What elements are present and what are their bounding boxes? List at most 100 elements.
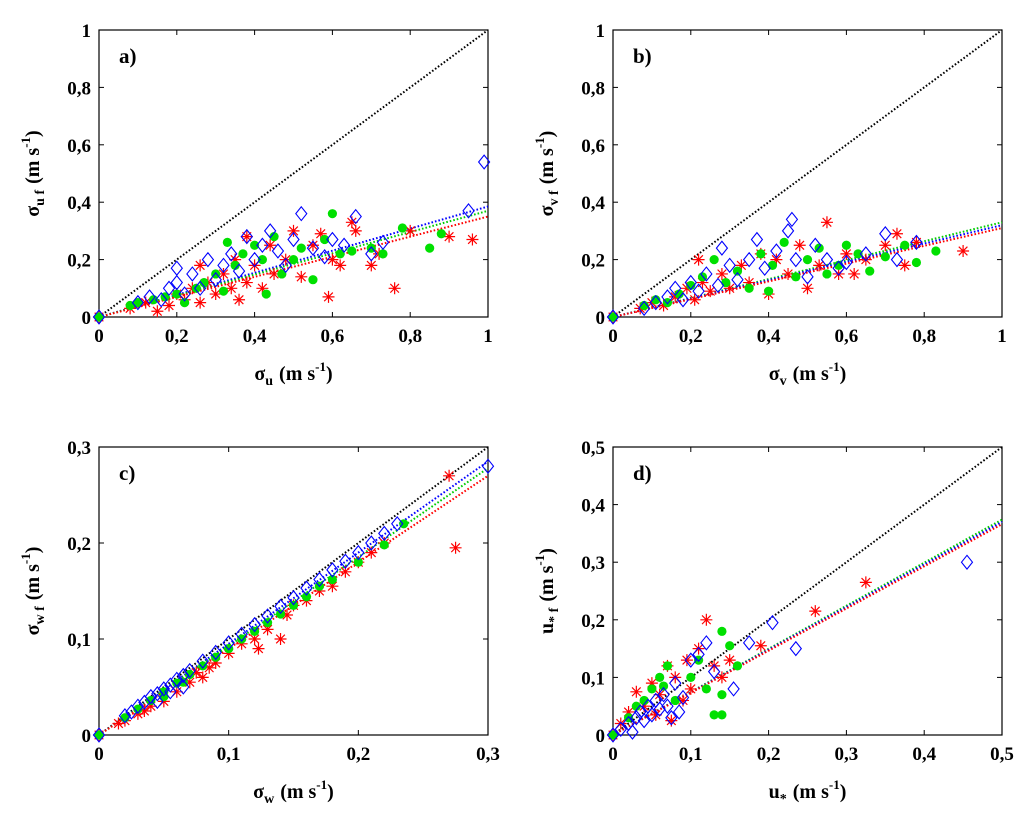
y-tick-label: 0	[82, 726, 92, 747]
data-point-asterisk	[677, 694, 690, 707]
data-point-asterisk	[274, 633, 287, 645]
data-point-circle	[709, 710, 719, 720]
x-axis-label-subscript: *	[780, 792, 787, 807]
data-point-diamond	[626, 724, 639, 740]
x-tick-label: 0,2	[346, 744, 370, 765]
data-point-circle	[191, 283, 201, 293]
data-point-asterisk	[233, 293, 246, 306]
data-point-diamond	[727, 681, 740, 697]
data-point-diamond	[365, 246, 378, 262]
data-point-circle	[257, 255, 267, 265]
chart-panel-b: 0 0,2 0,4 0,6 0,8 100,20,40,60,81b)σv (m s-1)σ…	[532, 21, 1007, 389]
data-point-circle	[686, 280, 696, 291]
data-point-circle	[179, 298, 190, 308]
data-point-diamond	[723, 257, 736, 274]
data-point-asterisk	[190, 666, 203, 679]
data-point-asterisk	[700, 613, 713, 626]
y-tick-label: 0,6	[67, 136, 91, 157]
data-point-asterisk	[248, 259, 261, 272]
data-point-diamond	[477, 154, 491, 170]
y-axis-label-subscript: v f	[547, 190, 562, 206]
line-fit-red	[612, 227, 1003, 318]
data-point-circle	[397, 223, 408, 233]
data-point-asterisk	[723, 282, 736, 295]
data-point-asterisk	[144, 700, 157, 713]
data-point-asterisk	[449, 541, 462, 554]
data-point-asterisk	[388, 282, 401, 295]
x-tick-label: 0,6	[321, 326, 345, 347]
data-point-diamond	[376, 234, 390, 251]
data-point-diamond	[785, 211, 799, 228]
data-point-diamond	[170, 671, 184, 688]
data-point-diamond	[232, 263, 246, 279]
data-point-circle	[841, 240, 852, 250]
data-point-diamond	[614, 721, 627, 737]
data-point-asterisk	[692, 642, 705, 655]
data-point-asterisk	[840, 247, 853, 260]
data-point-diamond	[326, 231, 339, 248]
data-point-diamond	[665, 709, 678, 726]
series-diamond	[92, 154, 491, 325]
y-axis-label-close: )	[536, 548, 558, 555]
y-tick-label: 0,2	[67, 534, 91, 555]
data-point-diamond	[657, 686, 670, 703]
x-axis-label-close: )	[326, 363, 333, 385]
data-point-asterisk	[183, 676, 196, 689]
data-point-asterisk	[813, 259, 826, 272]
data-point-circle	[301, 592, 312, 602]
data-point-diamond	[669, 280, 682, 297]
x-tick-label: 0,8	[912, 326, 936, 347]
data-point-asterisk	[112, 717, 125, 730]
data-point-circle	[347, 246, 357, 256]
data-point-asterisk	[859, 576, 872, 589]
data-point-asterisk	[898, 259, 911, 272]
data-point-asterisk	[669, 671, 682, 684]
data-point-diamond	[144, 688, 158, 705]
line-fit-red	[612, 523, 1003, 736]
data-point-circle	[353, 557, 363, 567]
data-point-circle	[296, 243, 306, 253]
data-point-asterisk	[638, 700, 651, 713]
x-tick-label: 0,5	[990, 744, 1014, 765]
y-axis-label-close: )	[536, 131, 558, 138]
data-point-asterisk	[809, 605, 822, 618]
y-tick-label: 0	[596, 308, 606, 329]
data-point-circle	[701, 684, 711, 694]
data-point-asterisk	[688, 293, 701, 306]
data-point-asterisk	[680, 282, 693, 295]
line-1:1	[98, 29, 489, 318]
data-point-diamond	[287, 231, 300, 248]
data-point-diamond	[809, 237, 822, 254]
y-axis-label-subscript: * f	[547, 607, 562, 623]
data-point-diamond	[318, 248, 331, 265]
y-tick-label: 0	[596, 726, 606, 747]
y-axis-label-symbol: σ	[22, 206, 44, 217]
data-point-diamond	[131, 294, 145, 311]
data-point-circle	[686, 672, 696, 683]
data-point-circle	[865, 266, 875, 276]
data-point-diamond	[274, 598, 287, 615]
data-point-asterisk	[832, 267, 845, 280]
data-point-diamond	[910, 234, 923, 251]
x-axis-label-unit: (m s	[793, 781, 829, 803]
data-point-diamond	[118, 708, 132, 724]
data-point-asterisk	[235, 637, 248, 650]
data-point-circle	[94, 312, 104, 322]
data-point-diamond	[707, 663, 721, 680]
data-point-asterisk	[957, 244, 970, 257]
data-point-circle	[717, 710, 727, 720]
data-point-asterisk	[194, 259, 207, 272]
data-point-circle	[378, 249, 388, 259]
chart-panel-a: 0 0,2 0,4 0,6 0,8 100,20,40,60,81a)σu (m s-1)σ…	[18, 21, 493, 389]
data-point-circle	[900, 240, 910, 250]
data-point-diamond	[676, 292, 690, 308]
chart-panel-d: 0 0,1 0,2 0,3 0,4 0,500,10,20,30,40,5d)u* (m s…	[532, 438, 1014, 807]
data-point-asterisk	[229, 253, 242, 266]
panel-label: a)	[119, 44, 137, 68]
x-tick-label: 0,2	[757, 744, 781, 765]
data-point-diamond	[248, 616, 261, 633]
y-axis-label-unit: (m s	[536, 148, 558, 184]
line-fit-green	[98, 467, 489, 736]
y-tick-label: 0,4	[581, 496, 605, 517]
data-point-asterisk	[680, 654, 693, 667]
